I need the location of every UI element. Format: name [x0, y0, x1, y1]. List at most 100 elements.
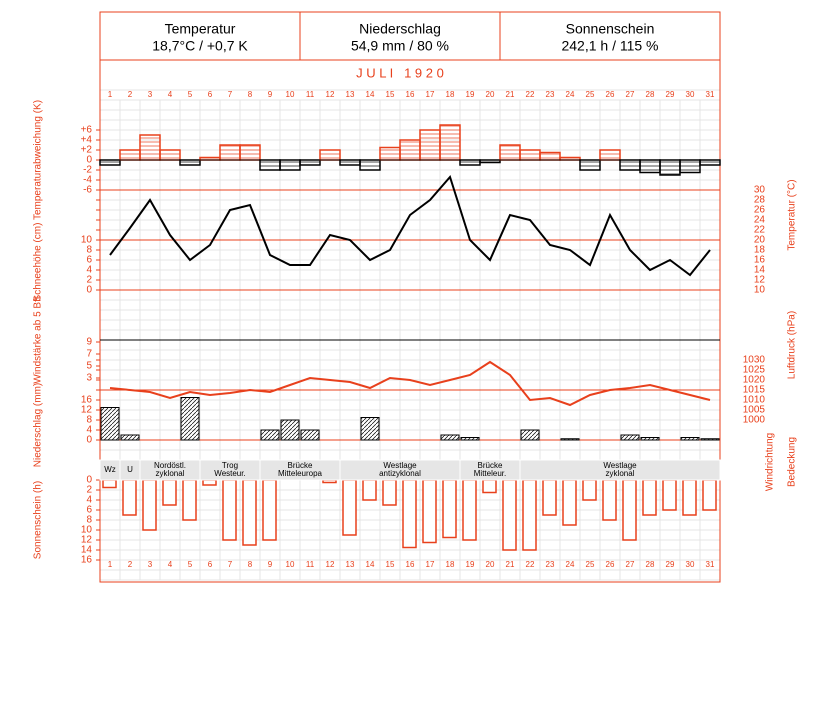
deviation-bar [579, 159, 601, 171]
deviation-bar [519, 149, 541, 161]
tick-label: +4 [81, 135, 93, 146]
tick-label: 4 [86, 495, 92, 506]
tick-label: 18 [754, 245, 766, 256]
sunshine-bar [602, 479, 617, 521]
sunshine-bar [582, 479, 597, 501]
sunshine-bar [142, 479, 157, 531]
day-label: 11 [306, 560, 315, 569]
deviation-bar [179, 159, 201, 166]
precip-bar [300, 429, 320, 441]
tick-label: 0 [86, 155, 92, 166]
deviation-bar [679, 159, 701, 174]
axis-title: Sonnenschein (h) [33, 481, 44, 559]
day-label: 6 [208, 90, 213, 99]
tick-label: 5 [86, 361, 92, 372]
day-label: 24 [566, 90, 575, 99]
day-label: 5 [188, 560, 193, 569]
weather-type-label: Wz [104, 465, 116, 474]
sunshine-bar [242, 479, 257, 546]
deviation-bar [639, 159, 661, 174]
day-label: 25 [586, 90, 595, 99]
header-title: Temperatur [165, 21, 236, 37]
data-line [109, 174, 711, 277]
deviation-bar [319, 149, 341, 161]
axis-title: Schneehöhe (cm) [33, 223, 44, 302]
tick-label: 3 [86, 373, 92, 384]
tick-label: 16 [81, 395, 93, 406]
tick-label: 1030 [743, 355, 766, 366]
tick-label: 2 [86, 275, 92, 286]
deviation-bar [219, 144, 241, 161]
sunshine-bar [622, 479, 637, 541]
tick-label: 10 [754, 285, 766, 296]
deviation-bar [239, 144, 261, 161]
deviation-bar [419, 129, 441, 161]
day-label: 10 [286, 90, 295, 99]
day-label: 7 [228, 90, 233, 99]
tick-label: 1010 [743, 395, 766, 406]
header-value: 242,1 h / 115 % [561, 38, 658, 54]
tick-label: 12 [81, 535, 93, 546]
tick-label: 1005 [743, 405, 766, 416]
tick-label: 26 [754, 205, 766, 216]
precip-bar [120, 434, 140, 441]
deviation-bar [499, 144, 521, 161]
day-label: 1 [108, 560, 113, 569]
deviation-bar [299, 159, 321, 166]
deviation-bar [259, 159, 281, 171]
sunshine-bar [122, 479, 137, 516]
day-label: 4 [168, 90, 173, 99]
sunshine-bar [502, 479, 517, 551]
day-label: 31 [706, 560, 715, 569]
tick-label: 8 [86, 515, 92, 526]
axis-title: Niederschlag (mm) [33, 383, 44, 467]
sunshine-bar [342, 479, 357, 536]
axis-title: Bedeckung [787, 437, 798, 487]
tick-label: -2 [83, 165, 92, 176]
tick-label: -4 [83, 175, 92, 186]
sunshine-bar [442, 479, 457, 539]
tick-label: 9 [86, 337, 92, 348]
sunshine-bar [702, 479, 717, 511]
day-label: 29 [666, 90, 675, 99]
precip-bar [520, 429, 540, 441]
deviation-bar [459, 159, 481, 166]
sunshine-bar [222, 479, 237, 541]
day-label: 9 [268, 90, 273, 99]
deviation-bar [159, 149, 181, 161]
tick-label: 8 [86, 415, 92, 426]
day-label: 8 [248, 90, 253, 99]
deviation-bar [139, 134, 161, 161]
day-label: 20 [486, 560, 495, 569]
day-label: 21 [506, 90, 515, 99]
tick-label: 10 [81, 235, 93, 246]
header-value: 54,9 mm / 80 % [351, 38, 449, 54]
deviation-bar [659, 159, 681, 176]
day-label: 3 [148, 560, 153, 569]
tick-label: 12 [754, 275, 766, 286]
day-label: 30 [686, 560, 695, 569]
deviation-bar [599, 149, 621, 161]
axis-title: Luftdruck (hPa) [787, 311, 798, 379]
axis-title: Temperatur (°C) [787, 179, 798, 250]
sunshine-bar [262, 479, 277, 541]
day-label: 22 [526, 90, 535, 99]
tick-label: 8 [86, 245, 92, 256]
day-label: 14 [366, 560, 375, 569]
tick-label: 14 [754, 265, 766, 276]
deviation-bar [439, 124, 461, 161]
day-label: 21 [506, 560, 515, 569]
month-title: J U L I 1 9 2 0 [356, 65, 444, 80]
day-label: 28 [646, 90, 655, 99]
day-label: 29 [666, 560, 675, 569]
weather-type-label: Nordöstl. [154, 461, 186, 470]
day-label: 18 [446, 90, 455, 99]
precip-bar [680, 437, 700, 441]
tick-label: +6 [81, 125, 93, 136]
weather-type-label: Westlage [383, 461, 417, 470]
sunshine-bar [642, 479, 657, 516]
tick-label: +2 [81, 145, 93, 156]
deviation-bar [359, 159, 381, 171]
tick-label: 12 [81, 405, 93, 416]
